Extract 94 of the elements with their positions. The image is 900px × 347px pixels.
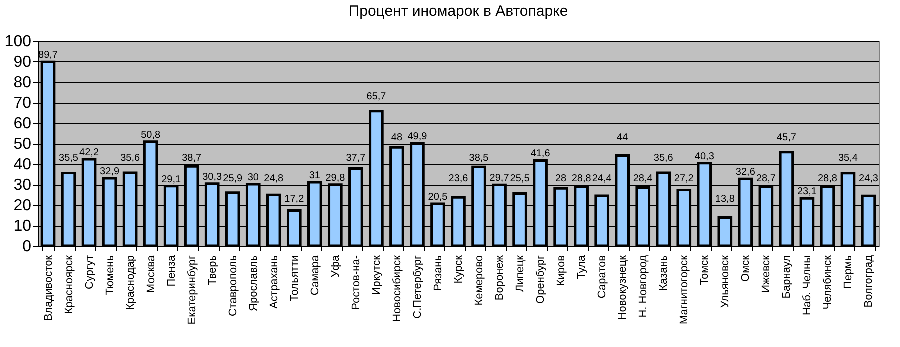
x-tick-label: Москва bbox=[145, 254, 158, 294]
y-tick-label: 100 bbox=[4, 34, 32, 50]
x-tick-label: Пермь bbox=[842, 255, 855, 289]
data-label: 37,7 bbox=[346, 153, 366, 164]
x-tick-label: Самара bbox=[309, 254, 322, 296]
y-tick-label: 20 bbox=[14, 198, 32, 214]
data-label: 28 bbox=[556, 174, 568, 184]
data-label: 17,2 bbox=[284, 194, 305, 205]
data-label: 32,9 bbox=[100, 166, 120, 178]
x-tick-label: Киров bbox=[556, 255, 568, 286]
data-label: 35,6 bbox=[654, 153, 674, 164]
x-tick-label: Ставрополь bbox=[227, 255, 240, 317]
data-label: 13,8 bbox=[715, 194, 736, 205]
data-label: 25,5 bbox=[510, 174, 530, 184]
data-label: 49,9 bbox=[408, 132, 428, 143]
x-tick-label: Казань bbox=[658, 255, 670, 291]
data-label: 28,8 bbox=[572, 174, 592, 184]
x-tick-label: Краснодар bbox=[124, 256, 137, 310]
data-label: 40,3 bbox=[694, 151, 715, 162]
y-tick-label: 60 bbox=[14, 116, 32, 132]
data-label: 28,8 bbox=[818, 174, 838, 184]
data-label: 27,2 bbox=[674, 174, 694, 184]
data-label: 48 bbox=[391, 132, 403, 144]
x-tick-label: Барнаул bbox=[781, 256, 794, 299]
x-tick-label: Воронеж bbox=[494, 254, 506, 301]
data-label: 23,1 bbox=[797, 186, 818, 198]
data-label: 89,7 bbox=[38, 50, 58, 62]
x-tick-label: Иркутск bbox=[370, 255, 383, 296]
x-tick-label: Оренбург bbox=[535, 256, 548, 304]
x-tick-label: Курск bbox=[453, 255, 465, 284]
data-label: 24,4 bbox=[592, 174, 612, 184]
data-label: 30 bbox=[248, 172, 260, 184]
x-tick-label: Волгоград bbox=[863, 254, 876, 308]
data-label: 50,8 bbox=[141, 130, 161, 141]
data-label: 28,7 bbox=[756, 174, 776, 184]
data-label: 29,8 bbox=[326, 172, 346, 184]
x-tick-label: Новосибирск bbox=[391, 255, 404, 322]
data-label: 38,7 bbox=[182, 153, 202, 164]
data-label: 35,4 bbox=[838, 153, 858, 164]
data-label: 28,4 bbox=[633, 174, 654, 184]
y-tick-label: 40 bbox=[14, 156, 32, 174]
y-tick-label: 30 bbox=[14, 177, 32, 194]
x-tick-label: Липецк bbox=[514, 255, 527, 292]
x-tick-label: Уфа bbox=[330, 254, 342, 278]
y-tick-label: 0 bbox=[22, 238, 32, 256]
y-tick-label: 50 bbox=[14, 136, 32, 153]
data-label: 25,9 bbox=[223, 174, 244, 184]
x-tick-label: Тверь bbox=[206, 255, 219, 286]
x-tick-label: Тольятти bbox=[288, 256, 301, 302]
x-tick-label: Магнитогорск bbox=[678, 255, 691, 324]
data-label: 42,2 bbox=[80, 147, 100, 158]
x-tick-label: С.Петербург bbox=[412, 256, 424, 319]
chart-title: Процент иномарок в Автопарке bbox=[348, 3, 568, 20]
x-tick-label: Екатеринбург bbox=[186, 256, 198, 325]
y-tick-label: 70 bbox=[14, 95, 32, 112]
x-tick-label: Кемерово bbox=[474, 256, 486, 306]
x-tick-label: Тула bbox=[576, 254, 588, 280]
x-tick-label: Новокузнецк bbox=[617, 255, 630, 320]
x-tick-label: Ижевск bbox=[760, 255, 773, 293]
x-tick-label: Челябинск bbox=[822, 255, 834, 310]
data-label: 24,8 bbox=[264, 174, 284, 184]
data-label: 38,5 bbox=[469, 153, 490, 164]
x-tick-label: Ульяновск bbox=[720, 255, 732, 308]
data-label: 29,1 bbox=[162, 174, 182, 186]
data-label: 29,7 bbox=[490, 173, 510, 184]
data-label: 35,6 bbox=[120, 153, 140, 164]
data-label: 65,7 bbox=[366, 92, 387, 102]
x-tick-label: Владивосток bbox=[42, 255, 55, 322]
x-tick-label: Красноярск bbox=[63, 255, 76, 314]
x-tick-label: Томск bbox=[699, 255, 712, 286]
x-tick-label: Наб. Челны bbox=[802, 255, 814, 316]
data-label: 20,5 bbox=[428, 192, 448, 203]
x-tick-label: Ростов-на- bbox=[350, 255, 362, 310]
y-tick-label: 90 bbox=[14, 54, 32, 71]
x-tick-label: Рязань bbox=[432, 255, 444, 292]
data-label: 32,6 bbox=[736, 167, 756, 178]
data-label: 31 bbox=[309, 170, 321, 182]
x-tick-label: Тюмень bbox=[104, 255, 116, 296]
data-label: 44 bbox=[617, 132, 629, 144]
x-tick-label: Омск bbox=[740, 255, 752, 282]
data-label: 24,3 bbox=[859, 174, 879, 184]
x-tick-label: Н. Новгород bbox=[638, 254, 650, 318]
data-label: 23,6 bbox=[448, 174, 469, 184]
x-tick-label: Пенза bbox=[166, 254, 178, 287]
data-label: 41,6 bbox=[530, 148, 551, 160]
data-label: 35,5 bbox=[59, 153, 79, 164]
y-tick-label: 80 bbox=[14, 74, 32, 92]
data-label: 30,3 bbox=[202, 172, 223, 183]
y-tick-label: 10 bbox=[14, 218, 32, 235]
data-label: 45,7 bbox=[776, 132, 797, 144]
x-tick-label: Сургут bbox=[84, 256, 96, 290]
x-tick-label: Саратов bbox=[596, 255, 609, 299]
x-tick-label: Ярославль bbox=[248, 255, 260, 312]
x-tick-label: Астрахань bbox=[268, 255, 280, 309]
